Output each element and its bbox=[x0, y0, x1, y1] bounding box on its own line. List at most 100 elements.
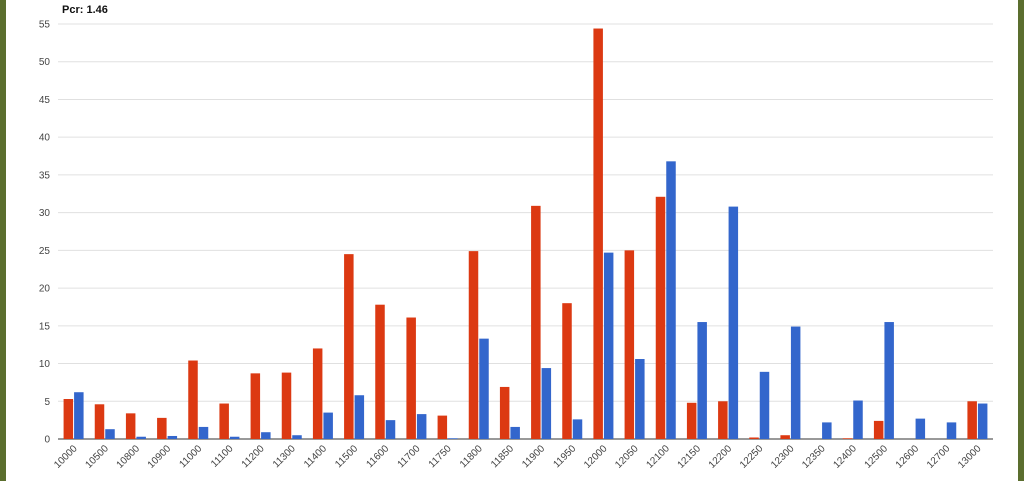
y-tick-label: 10 bbox=[39, 359, 51, 370]
bar-series-1-12500 bbox=[873, 420, 884, 439]
y-tick-label: 40 bbox=[39, 133, 51, 144]
x-tick-label: 11850 bbox=[489, 443, 516, 470]
bar-series-2-12400 bbox=[853, 400, 863, 439]
y-tick-label: 45 bbox=[39, 95, 51, 106]
bar-series-2-12300 bbox=[790, 326, 801, 439]
bar-series-2-11200 bbox=[261, 432, 271, 439]
y-tick-label: 55 bbox=[39, 20, 51, 31]
bar-series-1-12200 bbox=[718, 401, 728, 439]
bar-series-2-11900 bbox=[541, 368, 552, 439]
x-tick-label: 12050 bbox=[613, 443, 641, 471]
x-tick-label: 12150 bbox=[676, 443, 704, 471]
x-tick-label: 12250 bbox=[738, 443, 766, 471]
bar-series-2-12000 bbox=[603, 252, 614, 439]
x-tick-label: 11200 bbox=[240, 443, 267, 470]
x-tick-label: 12500 bbox=[863, 443, 891, 471]
x-tick-label: 12400 bbox=[831, 443, 859, 471]
bar-series-2-11850 bbox=[510, 426, 520, 439]
bar-series-2-10900 bbox=[167, 435, 178, 439]
bar-series-2-11600 bbox=[385, 420, 396, 439]
x-tick-label: 12700 bbox=[925, 443, 953, 471]
x-tick-label: 11800 bbox=[458, 443, 485, 470]
bar-series-1-11700 bbox=[406, 317, 416, 439]
bar-series-1-11100 bbox=[219, 403, 229, 439]
bar-series-1-11900 bbox=[531, 205, 541, 439]
x-tick-label: 11100 bbox=[209, 443, 236, 470]
bar-series-1-11800 bbox=[468, 251, 479, 439]
x-tick-label: 11600 bbox=[364, 443, 391, 470]
bar-series-2-12700 bbox=[946, 422, 957, 439]
x-tick-label: 11750 bbox=[427, 443, 454, 470]
bar-series-1-12150 bbox=[686, 402, 697, 439]
bar-series-1-12100 bbox=[655, 196, 666, 439]
x-tick-label: 10900 bbox=[146, 443, 174, 471]
y-tick-label: 50 bbox=[39, 57, 51, 68]
x-tick-label: 12600 bbox=[894, 443, 922, 471]
chart-title: Pcr: 1.46 bbox=[62, 4, 108, 16]
bar-series-1-12250 bbox=[749, 437, 759, 439]
bar-series-2-11500 bbox=[354, 395, 365, 439]
bar-series-2-12500 bbox=[884, 322, 894, 439]
bar-series-2-11950 bbox=[572, 419, 583, 439]
x-tick-label: 13000 bbox=[956, 443, 984, 471]
bar-series-2-11700 bbox=[416, 414, 427, 439]
y-tick-label: 5 bbox=[44, 397, 50, 408]
bar-series-2-12200 bbox=[728, 206, 739, 439]
bar-series-2-10500 bbox=[105, 429, 115, 439]
bar-series-1-11200 bbox=[250, 373, 261, 439]
bar-series-1-11000 bbox=[188, 360, 198, 439]
bar-series-1-11750 bbox=[437, 415, 448, 439]
x-tick-label: 11500 bbox=[333, 443, 360, 470]
bar-series-1-12300 bbox=[780, 435, 790, 439]
bar-series-2-12350 bbox=[822, 422, 832, 439]
y-tick-label: 30 bbox=[39, 208, 51, 219]
bar-series-2-12100 bbox=[666, 161, 676, 439]
x-tick-label: 12000 bbox=[582, 443, 610, 471]
x-tick-label: 12200 bbox=[707, 443, 735, 471]
bar-series-2-11400 bbox=[323, 412, 333, 439]
bar-series-1-10500 bbox=[94, 404, 105, 439]
x-tick-label: 10800 bbox=[115, 443, 143, 471]
bar-series-2-12150 bbox=[697, 322, 707, 439]
x-tick-label: 12350 bbox=[800, 443, 828, 471]
bar-series-2-11000 bbox=[198, 426, 209, 439]
bar-series-2-12250 bbox=[759, 371, 770, 439]
bar-series-2-12600 bbox=[915, 418, 926, 439]
bar-series-2-10800 bbox=[136, 436, 146, 439]
x-tick-label: 12100 bbox=[644, 443, 672, 471]
x-tick-label: 11400 bbox=[302, 443, 329, 470]
bar-series-1-10900 bbox=[157, 417, 167, 439]
y-tick-label: 20 bbox=[39, 284, 51, 295]
bar-series-1-13000 bbox=[967, 401, 977, 439]
x-tick-label: 11000 bbox=[177, 443, 204, 470]
bar-series-1-12400 bbox=[842, 438, 853, 439]
x-tick-label: 11700 bbox=[396, 443, 423, 470]
bar-series-1-12050 bbox=[624, 250, 635, 439]
y-tick-label: 0 bbox=[44, 435, 50, 446]
bar-series-1-11400 bbox=[312, 348, 323, 439]
bar-series-1-11600 bbox=[375, 304, 385, 439]
bar-series-1-11500 bbox=[344, 254, 354, 439]
bar-series-1-11950 bbox=[562, 303, 572, 439]
x-tick-label: 12300 bbox=[769, 443, 797, 471]
bar-series-2-11100 bbox=[229, 436, 240, 439]
bar-series-2-13000 bbox=[977, 403, 988, 439]
y-tick-label: 25 bbox=[39, 246, 51, 257]
bar-series-1-10800 bbox=[125, 413, 136, 439]
bar-series-1-11300 bbox=[281, 372, 292, 439]
bar-series-2-11300 bbox=[292, 435, 302, 439]
bar-series-2-10000 bbox=[74, 392, 84, 439]
y-tick-label: 15 bbox=[39, 321, 51, 332]
x-tick-label: 11900 bbox=[520, 443, 547, 470]
bar-series-1-10000 bbox=[63, 399, 74, 439]
x-tick-label: 10000 bbox=[52, 443, 80, 471]
bar-series-1-12000 bbox=[593, 28, 603, 439]
bar-series-2-11800 bbox=[479, 338, 489, 439]
bar-series-2-12050 bbox=[635, 359, 645, 439]
y-tick-label: 35 bbox=[39, 170, 51, 181]
bar-series-2-11750 bbox=[448, 438, 458, 439]
x-tick-label: 11950 bbox=[551, 443, 578, 470]
x-tick-label: 11300 bbox=[271, 443, 298, 470]
x-tick-label: 10500 bbox=[83, 443, 111, 471]
